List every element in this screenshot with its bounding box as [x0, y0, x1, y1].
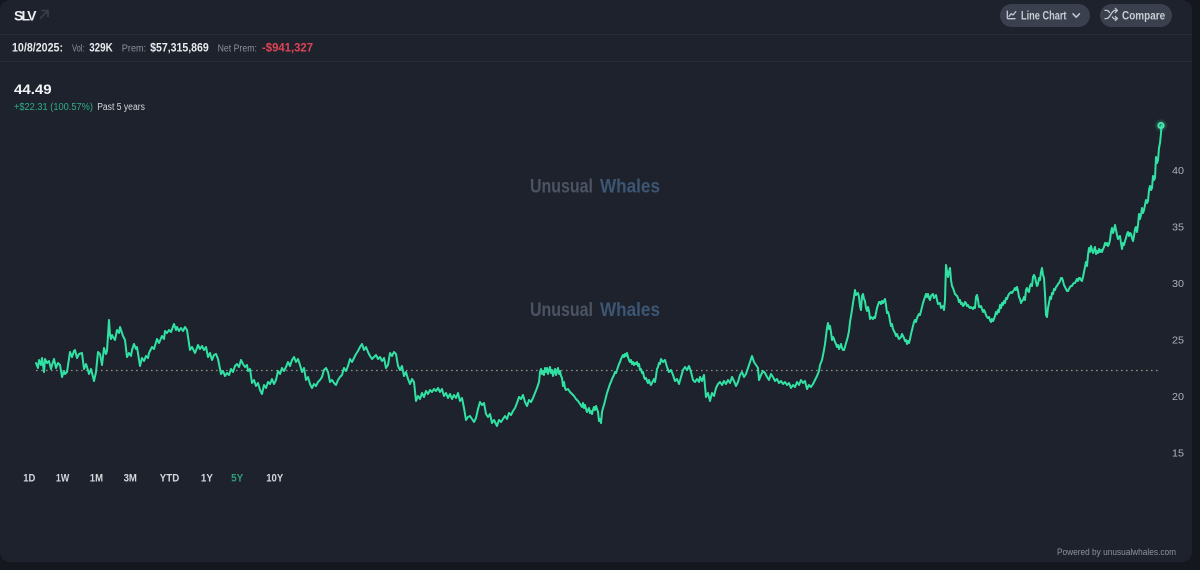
svg-text:Vol:: Vol:	[72, 43, 85, 55]
svg-text:Unusual: Unusual	[530, 300, 593, 321]
svg-text:Net Prem:: Net Prem:	[218, 43, 257, 55]
svg-text:$57,315,869: $57,315,869	[150, 43, 209, 55]
svg-text:Whales: Whales	[600, 177, 660, 198]
svg-text:35: 35	[1172, 222, 1184, 234]
svg-text:1W: 1W	[56, 472, 70, 484]
svg-text:Compare: Compare	[1122, 11, 1165, 23]
svg-text:5Y: 5Y	[231, 472, 244, 484]
svg-text:1M: 1M	[90, 472, 103, 484]
svg-text:Line Chart: Line Chart	[1021, 11, 1067, 23]
svg-text:Prem:: Prem:	[122, 43, 146, 55]
svg-text:10/8/2025:: 10/8/2025:	[12, 43, 63, 55]
svg-text:30: 30	[1172, 278, 1184, 290]
svg-text:YTD: YTD	[160, 472, 179, 484]
svg-text:Powered by unusualwhales.com: Powered by unusualwhales.com	[1057, 547, 1176, 558]
svg-text:+$22.31 (100.57%): +$22.31 (100.57%)	[14, 102, 93, 113]
svg-text:Whales: Whales	[600, 300, 660, 321]
svg-text:1D: 1D	[23, 472, 35, 484]
svg-text:15: 15	[1172, 448, 1184, 460]
svg-text:10Y: 10Y	[266, 472, 284, 484]
svg-text:25: 25	[1172, 335, 1184, 347]
svg-text:SLV: SLV	[14, 8, 37, 24]
svg-text:20: 20	[1172, 391, 1184, 403]
svg-text:1Y: 1Y	[201, 472, 214, 484]
svg-text:Past 5 years: Past 5 years	[97, 102, 145, 113]
svg-text:-$941,327: -$941,327	[262, 43, 313, 55]
svg-text:44.49: 44.49	[14, 81, 52, 97]
svg-text:3M: 3M	[124, 472, 137, 484]
svg-text:329K: 329K	[89, 43, 113, 55]
svg-text:40: 40	[1172, 165, 1184, 177]
svg-text:Unusual: Unusual	[530, 177, 593, 198]
